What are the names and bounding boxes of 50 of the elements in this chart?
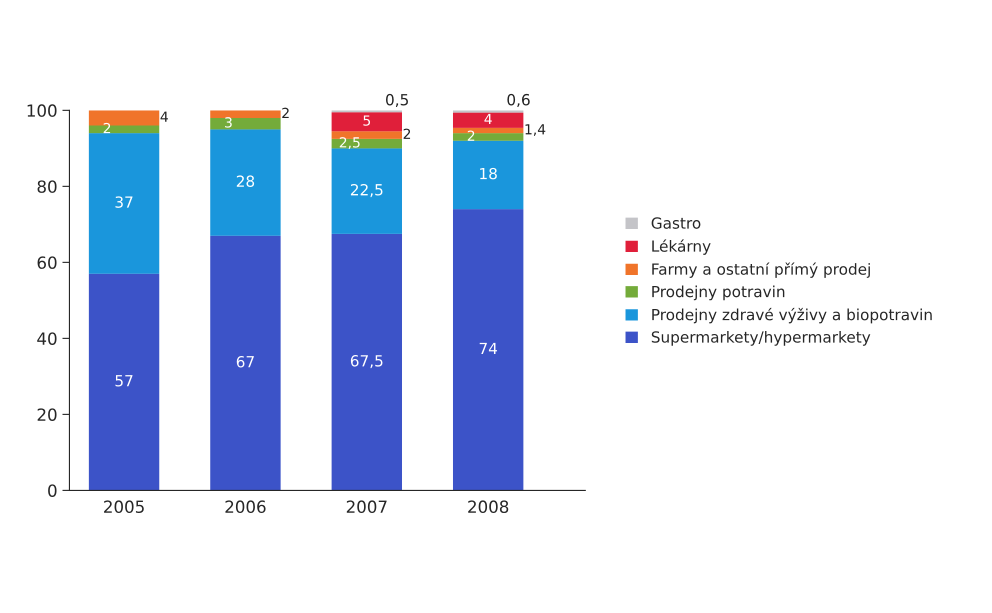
data-label: 22,5 (350, 184, 382, 198)
data-label: 57 (116, 375, 132, 387)
bar (452, 140, 524, 210)
data-label: 1,4 (526, 124, 546, 136)
data-label: 3 (225, 117, 232, 128)
y-tick-label: 40 (37, 332, 57, 345)
legend-label: Supermarkety/hypermarkety (652, 330, 870, 346)
bar (332, 131, 402, 139)
data-label: 28 (236, 175, 254, 187)
data-label: 0,5 (386, 94, 408, 108)
data-label: 2 (468, 130, 474, 141)
data-label: 37 (116, 196, 132, 208)
bar (210, 236, 281, 490)
legend-label: Gastro (652, 217, 700, 229)
bar (332, 112, 402, 132)
y-tick-label: 60 (38, 256, 57, 269)
bar (332, 148, 402, 234)
y-tick-label: 80 (38, 180, 57, 193)
data-label: 2 (282, 108, 289, 118)
data-label: 74 (480, 342, 498, 354)
x-tick-label: 2007 (346, 500, 387, 514)
bar (210, 129, 281, 236)
legend-label: Prodejny zdravé výživy a biopotravin (652, 308, 932, 324)
y-tick-label: 0 (48, 484, 57, 497)
data-label: 2 (404, 128, 410, 139)
bar (332, 234, 402, 490)
legend-label: Farmy a ostatní přímý prodej (652, 262, 870, 278)
legend-label: Lékárny (652, 239, 711, 255)
data-label: 67,5 (350, 355, 382, 368)
data-label: 67 (236, 356, 254, 368)
x-tick-label: 2008 (468, 500, 508, 514)
data-label: 4 (484, 114, 492, 124)
y-tick-label: 100 (28, 104, 57, 117)
legend-label: Prodejny potravin (652, 285, 784, 300)
data-label: 2,5 (340, 137, 360, 150)
data-label: 4 (160, 112, 168, 122)
bar (88, 274, 160, 490)
bar (452, 112, 524, 128)
bar (210, 110, 281, 118)
bar (452, 209, 524, 490)
data-label: 0,6 (507, 94, 530, 108)
y-tick-label: 20 (38, 408, 57, 421)
x-tick-label: 2005 (104, 500, 144, 514)
data-label: 18 (480, 168, 497, 180)
x-tick-label: 2006 (225, 500, 266, 514)
bar (88, 133, 160, 274)
bar (210, 118, 281, 130)
data-label: 2 (104, 122, 110, 134)
data-label: 5 (363, 115, 370, 126)
bar (332, 138, 402, 148)
